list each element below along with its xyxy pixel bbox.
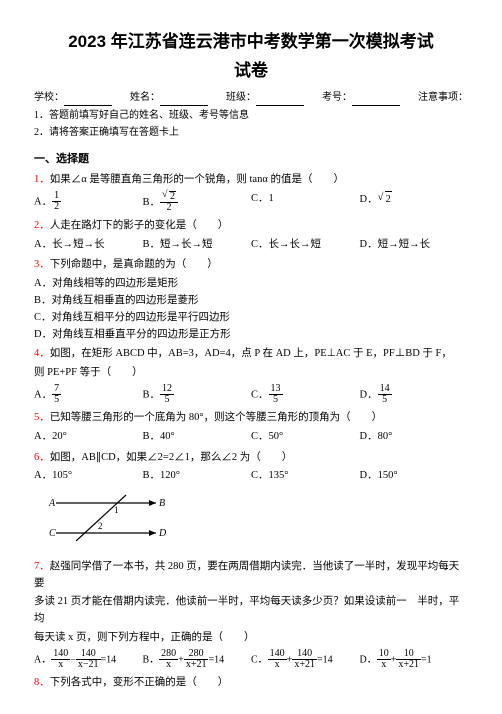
q1-options: A．12 B．22 C．1 D．2 [34,191,468,214]
notice-label: 注意事项： [418,90,468,106]
q4-line2: 则 PE+PF 等于（ ） [34,365,468,382]
q7: 7．赵强同学借了一本书，共 280 页，要在两周借期内读完．当他读了一半时，发现… [34,559,468,593]
q1-text: 如果∠α 是等腰直角三角形的一个锐角，则 tanα 的值是（ ） [50,174,344,185]
diag-D: D [158,528,167,539]
kaohao-field: 考号： [322,90,400,106]
diag-A: A [48,498,56,509]
q8-num: 8． [34,677,50,688]
q6-C: C．135° [251,468,360,485]
q4-D: D．145 [360,384,469,406]
q1-num: 1． [34,174,50,185]
q5-text: 已知等腰三角形的一个底角为 80°，则这个等腰三角形的顶角为（ ） [50,412,382,423]
q3: 3．下列命题中，是真命题的为（ ） [34,257,468,274]
title-line2: 试卷 [34,57,468,84]
name-field: 姓名： [130,90,208,106]
q4-C: C．135 [251,384,360,406]
q1-C: C．1 [251,191,360,214]
class-field: 班级： [226,90,304,106]
q6-diagram: A B C D 1 2 [46,491,468,553]
q4-B: B．125 [143,384,252,406]
q7-A: A．140x−140x−21=14 [34,649,143,671]
q2-text: 人走在路灯下的影子的变化是（ ） [50,220,229,231]
q5-C: C．50° [251,429,360,446]
q7-D: D．10x+10x+21=1 [360,649,469,671]
diag-B: B [159,498,165,509]
school-field: 学校： [34,90,112,106]
q7-B: B．280x+280x+21=14 [143,649,252,671]
q5-D: D．80° [360,429,469,446]
q4: 4．如图，在矩形 ABCD 中，AB=3，AD=4，点 P 在 AD 上，PE⊥… [34,346,468,363]
q7-options: A．140x−140x−21=14 B．280x+280x+21=14 C．14… [34,649,468,671]
q6-num: 6． [34,452,50,463]
q2-D: D．短→短→长 [360,237,469,254]
q8-text: 下列各式中，变形不正确的是（ ） [50,677,229,688]
q5-options: A．20° B．40° C．50° D．80° [34,429,468,446]
q6-A: A．105° [34,468,143,485]
q2-num: 2． [34,220,50,231]
q2-B: B．短→长→短 [143,237,252,254]
section-1-title: 一、选择题 [34,151,468,169]
q1-D: D．2 [360,191,469,214]
q1: 1．如果∠α 是等腰直角三角形的一个锐角，则 tanα 的值是（ ） [34,172,468,189]
diag-2: 2 [98,521,103,531]
q6-options: A．105° B．120° C．135° D．150° [34,468,468,485]
q4-A: A．75 [34,384,143,406]
q3-C: C．对角线互相平分的四边形是平行四边形 [34,310,468,327]
q5: 5．已知等腰三角形的一个底角为 80°，则这个等腰三角形的顶角为（ ） [34,410,468,427]
q3-num: 3． [34,259,50,270]
q7-l3: 每天读 x 页，则下列方程中，正确的是（ ） [34,630,468,647]
exam-page: 2023 年江苏省连云港市中考数学第一次模拟考试 试卷 学校： 姓名： 班级： … [0,0,502,714]
q6-D: D．150° [360,468,469,485]
info-row: 学校： 姓名： 班级： 考号： 注意事项： [34,90,468,106]
q2-options: A．长→短→长 B．短→长→短 C．长→长→短 D．短→短→长 [34,237,468,254]
q4-text1: 如图，在矩形 ABCD 中，AB=3，AD=4，点 P 在 AD 上，PE⊥AC… [50,348,452,359]
q7-l1: 赵强同学借了一本书，共 280 页，要在两周借期内读完．当他读了一半时，发现平均… [34,561,459,589]
q4-options: A．75 B．125 C．135 D．145 [34,384,468,406]
q7-C: C．140x+140x+21=14 [251,649,360,671]
q5-B: B．40° [143,429,252,446]
q5-A: A．20° [34,429,143,446]
q6: 6．如图，AB∥CD，如果∠2=2∠1，那么∠2 为（ ） [34,450,468,467]
q1-A: A．12 [34,191,143,214]
q6-text: 如图，AB∥CD，如果∠2=2∠1，那么∠2 为（ ） [50,452,292,463]
q8: 8．下列各式中，变形不正确的是（ ） [34,675,468,692]
q6-B: B．120° [143,468,252,485]
q2-A: A．长→短→长 [34,237,143,254]
q3-D: D．对角线互相垂直平分的四边形是正方形 [34,327,468,344]
diag-1: 1 [114,505,119,515]
q7-l2: 多读 21 页才能在借期内读完．他读前一半时，平均每天读多少页？如果设读前一 半… [34,594,468,628]
q2-C: C．长→长→短 [251,237,360,254]
notice-2: 2．请将答案正确填写在答题卡上 [34,125,468,141]
notice-1: 1．答题前填写好自己的姓名、班级、考号等信息 [34,108,468,124]
diag-C: C [49,528,56,539]
q3-B: B．对角线互相垂直的四边形是菱形 [34,293,468,310]
q1-B: B．22 [143,191,252,214]
q3-text: 下列命题中，是真命题的为（ ） [50,259,218,270]
q4-num: 4． [34,348,50,359]
title-line1: 2023 年江苏省连云港市中考数学第一次模拟考试 [34,28,468,55]
q2: 2．人走在路灯下的影子的变化是（ ） [34,218,468,235]
q5-num: 5． [34,412,50,423]
q7-num: 7． [34,561,50,572]
q3-A: A．对角线相等的四边形是矩形 [34,276,468,293]
